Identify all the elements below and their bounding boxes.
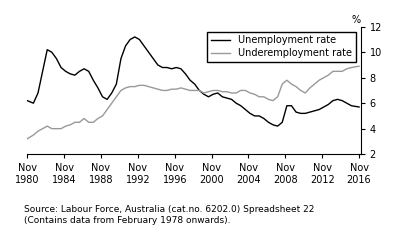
Underemployment rate: [234, 92, 239, 94]
Unemployment rate: [133, 36, 137, 38]
Unemployment rate: [73, 74, 77, 76]
Unemployment rate: [142, 44, 146, 47]
Line: Unemployment rate: Unemployment rate: [27, 37, 359, 126]
Underemployment rate: [73, 121, 77, 124]
Legend: Unemployment rate, Underemployment rate: Unemployment rate, Underemployment rate: [207, 32, 356, 62]
Unemployment rate: [275, 125, 280, 128]
Line: Underemployment rate: Underemployment rate: [27, 66, 359, 139]
Underemployment rate: [137, 84, 142, 87]
Unemployment rate: [357, 106, 361, 108]
Underemployment rate: [357, 65, 361, 68]
Unemployment rate: [252, 115, 257, 117]
Underemployment rate: [25, 138, 30, 140]
Text: %: %: [351, 15, 360, 25]
Underemployment rate: [211, 89, 216, 92]
Unemployment rate: [238, 104, 243, 107]
Text: Source: Labour Force, Australia (cat.no. 6202.0) Spreadsheet 22
(Contains data f: Source: Labour Force, Australia (cat.no.…: [24, 205, 314, 225]
Underemployment rate: [105, 108, 110, 111]
Unemployment rate: [25, 99, 30, 102]
Unemployment rate: [335, 98, 340, 101]
Unemployment rate: [215, 92, 220, 94]
Underemployment rate: [248, 92, 252, 94]
